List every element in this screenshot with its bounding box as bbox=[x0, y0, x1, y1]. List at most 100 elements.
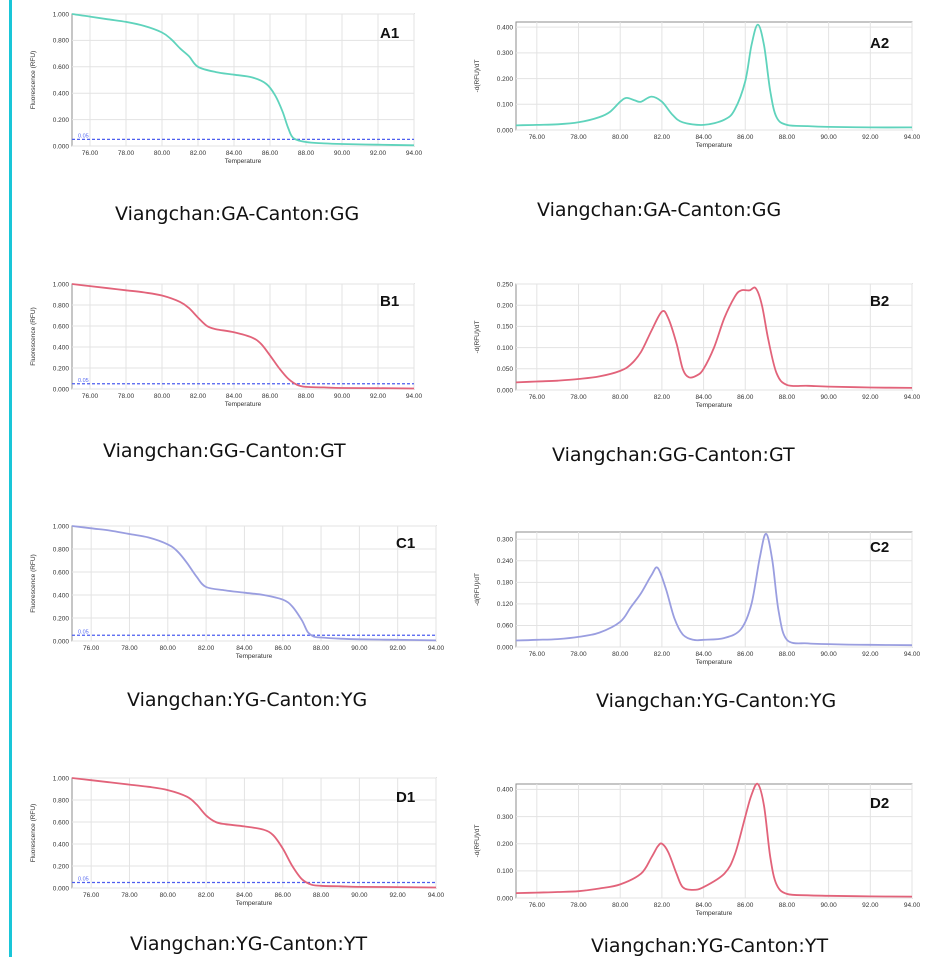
caption-C1: Viangchan:YG-Canton:YG bbox=[127, 689, 368, 711]
x-tick-label: 94.00 bbox=[904, 651, 921, 658]
x-tick-label: 86.00 bbox=[737, 134, 754, 141]
threshold-label: 0.05 bbox=[78, 378, 89, 384]
chart-C1: 76.00 78.00 80.00 82.00 84.00 86.00 88.00 90.00… bbox=[30, 523, 445, 660]
series-line bbox=[515, 532, 913, 647]
x-tick-label: 94.00 bbox=[428, 645, 445, 652]
y-tick-label: 0.250 bbox=[497, 281, 514, 288]
x-tick-label: 76.00 bbox=[82, 150, 99, 157]
x-tick-label: 76.00 bbox=[529, 902, 546, 909]
x-tick-label: 82.00 bbox=[654, 902, 671, 909]
x-tick-label: 86.00 bbox=[275, 892, 292, 899]
y-axis-title: -d(RFU)/dT bbox=[474, 321, 481, 354]
x-tick-label: 92.00 bbox=[862, 651, 879, 658]
y-tick-label: 0.300 bbox=[497, 536, 514, 543]
x-tick-label: 84.00 bbox=[695, 902, 712, 909]
x-tick-label: 78.00 bbox=[118, 393, 135, 400]
x-tick-label: 78.00 bbox=[570, 651, 587, 658]
y-tick-label: 0.180 bbox=[497, 580, 514, 587]
y-tick-label: 0.200 bbox=[53, 863, 70, 870]
x-tick-label: 88.00 bbox=[313, 892, 330, 899]
plot-area bbox=[71, 777, 437, 889]
plot-area bbox=[515, 531, 913, 648]
panel-label: D2 bbox=[870, 795, 889, 812]
plot-area bbox=[71, 13, 415, 147]
y-tick-label: 0.400 bbox=[53, 592, 70, 599]
caption-D1: Viangchan:YG-Canton:YT bbox=[130, 933, 368, 955]
chart-D2: 76.00 78.00 80.00 82.00 84.00 86.00 88.00 90.00… bbox=[474, 782, 921, 917]
series-line bbox=[71, 13, 415, 147]
y-tick-label: 0.000 bbox=[53, 638, 70, 645]
y-tick-label: 0.400 bbox=[53, 841, 70, 848]
x-tick-label: 82.00 bbox=[198, 892, 215, 899]
x-tick-label: 82.00 bbox=[190, 393, 207, 400]
y-tick-label: 1.000 bbox=[53, 775, 70, 782]
panel-label: B1 bbox=[380, 293, 399, 310]
x-tick-label: 90.00 bbox=[351, 892, 368, 899]
x-tick-label: 94.00 bbox=[904, 134, 921, 141]
y-tick-label: 0.050 bbox=[497, 366, 514, 373]
y-tick-label: 0.600 bbox=[53, 64, 70, 71]
x-tick-label: 76.00 bbox=[83, 645, 100, 652]
x-tick-label: 94.00 bbox=[406, 150, 423, 157]
x-tick-label: 80.00 bbox=[154, 393, 171, 400]
x-axis-title: Temperature bbox=[225, 158, 262, 165]
chart-B1: 76.00 78.00 80.00 82.00 84.00 86.00 88.00 90.00… bbox=[30, 281, 423, 408]
panel-C2: 76.00 78.00 80.00 82.00 84.00 86.00 88.00 90.00… bbox=[472, 526, 922, 668]
chart-C2: 76.00 78.00 80.00 82.00 84.00 86.00 88.00 90.00… bbox=[474, 531, 921, 666]
x-tick-label: 76.00 bbox=[82, 393, 99, 400]
y-tick-label: 0.200 bbox=[497, 303, 514, 310]
y-tick-label: 0.600 bbox=[53, 819, 70, 826]
y-tick-label: 0.200 bbox=[53, 365, 70, 372]
x-tick-label: 84.00 bbox=[695, 134, 712, 141]
y-tick-label: 0.120 bbox=[497, 601, 514, 608]
y-axis-title: Fluorescence (RFU) bbox=[30, 51, 37, 110]
x-tick-label: 80.00 bbox=[612, 134, 629, 141]
y-tick-label: 0.400 bbox=[53, 91, 70, 98]
x-tick-label: 84.00 bbox=[236, 892, 253, 899]
x-tick-label: 90.00 bbox=[820, 394, 837, 401]
x-tick-label: 88.00 bbox=[313, 645, 330, 652]
series-line bbox=[71, 525, 437, 642]
panel-A1: 76.00 78.00 80.00 82.00 84.00 86.00 88.00 90.00… bbox=[20, 8, 423, 188]
x-tick-label: 94.00 bbox=[428, 892, 445, 899]
threshold-label: 0.05 bbox=[78, 877, 89, 883]
series-line bbox=[515, 23, 913, 129]
panel-B2: 76.00 78.00 80.00 82.00 84.00 86.00 88.00 90.00… bbox=[472, 278, 922, 420]
x-tick-label: 90.00 bbox=[820, 134, 837, 141]
x-tick-label: 76.00 bbox=[529, 394, 546, 401]
y-tick-label: 0.200 bbox=[53, 117, 70, 124]
x-tick-label: 88.00 bbox=[298, 393, 315, 400]
x-axis-title: Temperature bbox=[696, 142, 733, 149]
x-tick-label: 78.00 bbox=[570, 134, 587, 141]
x-tick-label: 80.00 bbox=[160, 892, 177, 899]
sidebar-accent-bar bbox=[9, 0, 12, 957]
y-tick-label: 0.800 bbox=[53, 38, 70, 45]
x-tick-label: 82.00 bbox=[198, 645, 215, 652]
x-tick-label: 82.00 bbox=[654, 651, 671, 658]
x-tick-label: 92.00 bbox=[862, 134, 879, 141]
y-axis-title: Fluorescence (RFU) bbox=[30, 804, 37, 863]
series-line bbox=[71, 777, 437, 889]
caption-B2: Viangchan:GG-Canton:GT bbox=[552, 444, 795, 466]
panel-A2: 76.00 78.00 80.00 82.00 84.00 86.00 88.00 90.00… bbox=[472, 16, 922, 166]
series-line bbox=[515, 286, 913, 389]
y-axis-title: Fluorescence (RFU) bbox=[30, 307, 37, 366]
chart-D1: 76.00 78.00 80.00 82.00 84.00 86.00 88.00 90.00… bbox=[30, 775, 445, 907]
caption-A2: Viangchan:GA-Canton:GG bbox=[537, 199, 782, 221]
x-tick-label: 90.00 bbox=[351, 645, 368, 652]
x-tick-label: 90.00 bbox=[820, 651, 837, 658]
series-line bbox=[71, 283, 415, 390]
x-tick-label: 80.00 bbox=[612, 902, 629, 909]
y-axis-title: Fluorescence (RFU) bbox=[30, 554, 37, 613]
x-tick-label: 92.00 bbox=[370, 150, 387, 157]
panel-label: A1 bbox=[380, 25, 399, 42]
x-tick-label: 84.00 bbox=[226, 150, 243, 157]
panel-label: C1 bbox=[396, 535, 415, 552]
y-tick-label: 0.200 bbox=[497, 76, 514, 83]
y-tick-label: 0.200 bbox=[497, 841, 514, 848]
caption-A1: Viangchan:GA-Canton:GG bbox=[115, 203, 360, 225]
x-tick-label: 84.00 bbox=[695, 651, 712, 658]
x-tick-label: 80.00 bbox=[612, 651, 629, 658]
x-axis-title: Temperature bbox=[236, 900, 273, 907]
y-tick-label: 0.800 bbox=[53, 546, 70, 553]
